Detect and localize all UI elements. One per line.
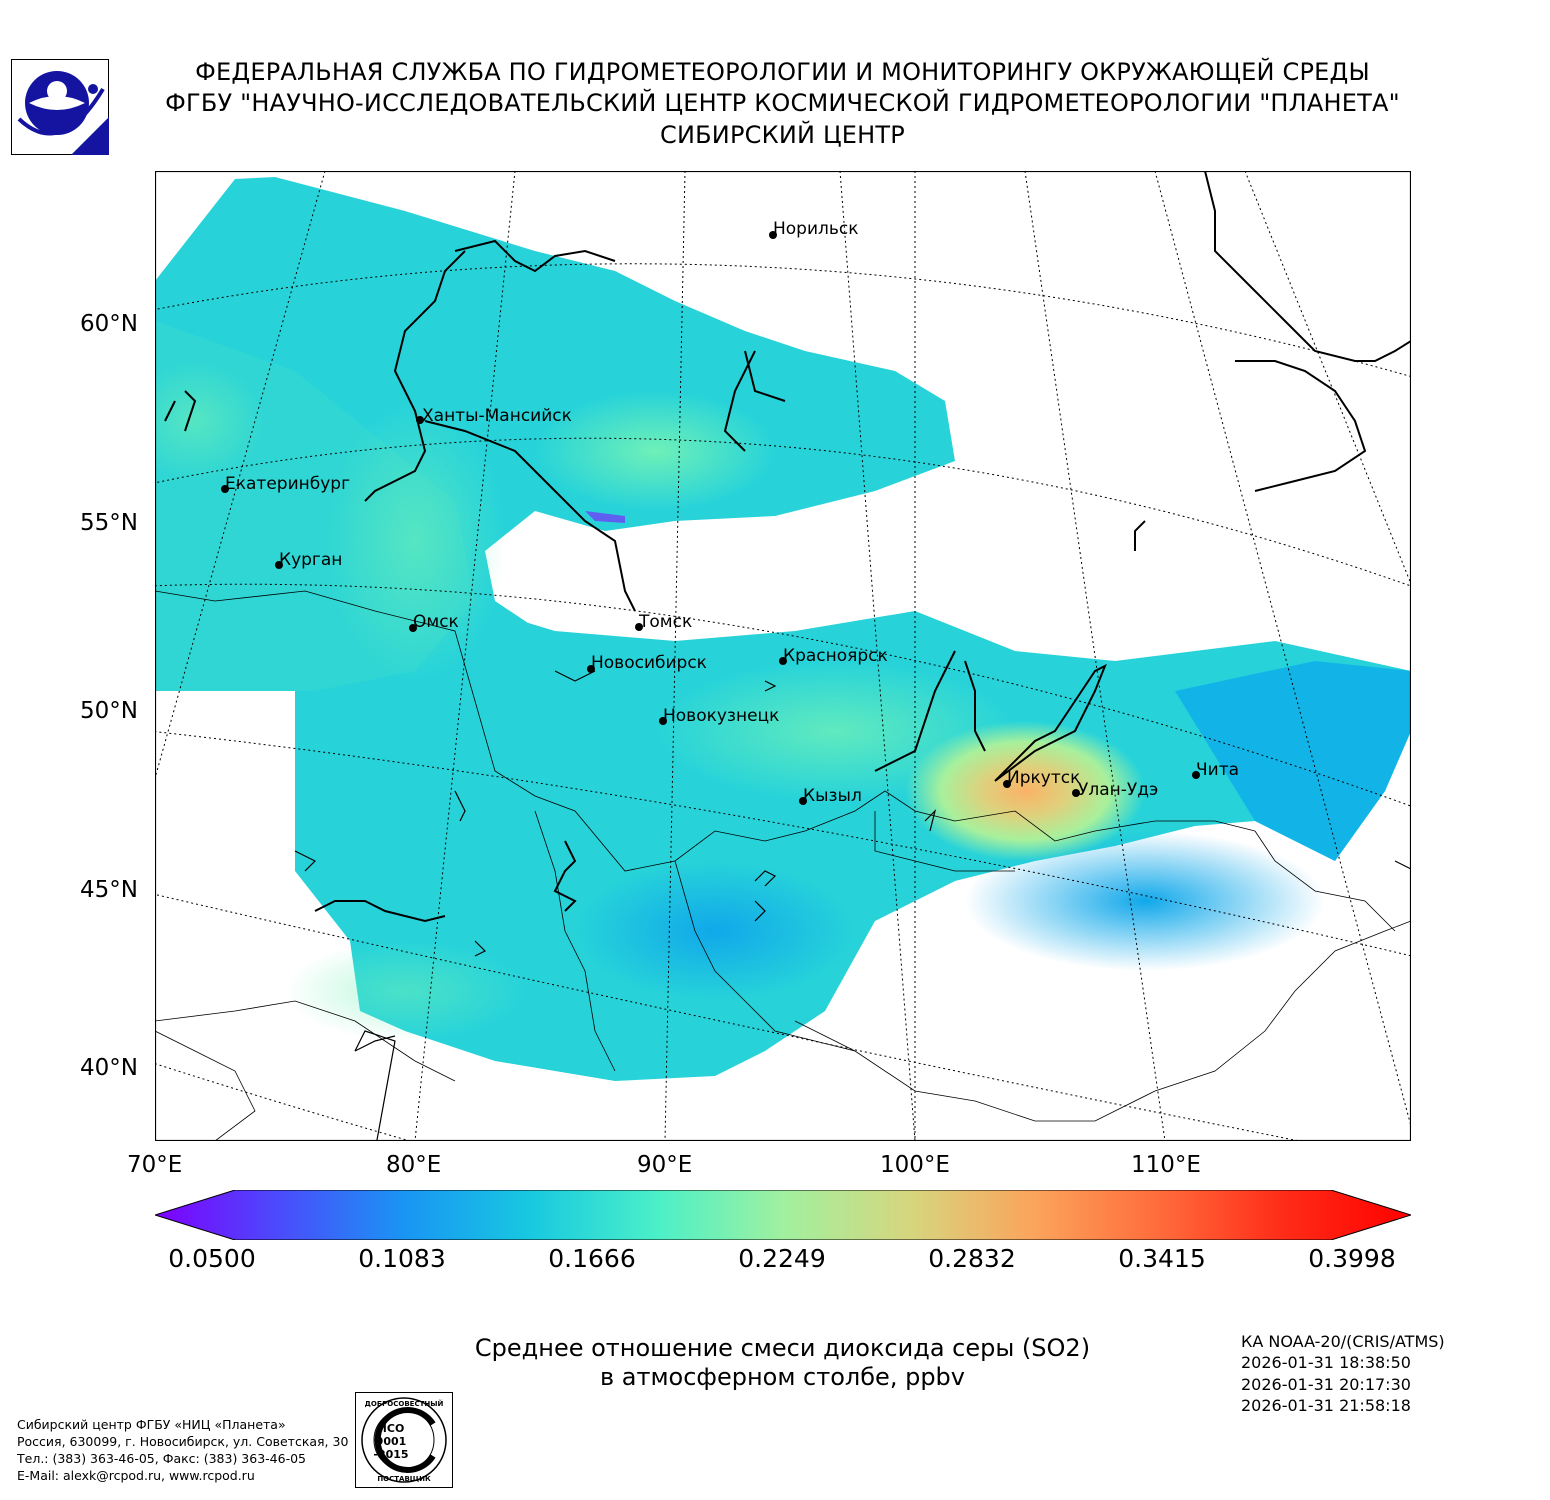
city-label-chita: Чита [1196,760,1239,780]
iso-stamp: ДОБРОСОВЕСТНЫЙ ИСО 9001 -2015 ПОСТАВЩИК [355,1392,453,1488]
colorbar-tick-2: 0.1666 [548,1244,636,1273]
lon-label-80: 80°E [386,1152,442,1178]
colorbar-tick-5: 0.3415 [1118,1244,1206,1273]
city-marker-chita [1192,771,1200,779]
lat-label-55: 55°N [80,510,138,536]
caption-line-1: Среднее отношение смеси диоксида серы (S… [474,1334,1091,1362]
satellite-name: КА NOAA-20/(CRIS/ATMS) [1241,1332,1445,1351]
colorbar-tick-6: 0.3998 [1308,1244,1396,1273]
city-markers [221,231,1200,805]
header-line-2: ФГБУ "НАУЧНО-ИССЛЕДОВАТЕЛЬСКИЙ ЦЕНТР КОС… [165,89,1400,117]
colorbar-tick-4: 0.2832 [928,1244,1016,1273]
satellite-time-1: 2026-01-31 18:38:50 [1241,1353,1411,1372]
city-label-omsk: Омск [413,612,459,632]
address-line-3: Тел.: (383) 363-46-05, Факс: (383) 363-4… [17,1451,307,1466]
caption-line-2: в атмосферном столбе, ppbv [599,1363,965,1391]
city-label-yekaterinburg: Екатеринбург [225,474,350,494]
city-marker-kyzyl [799,797,807,805]
address-line-4: E-Mail: alexk@rcpod.ru, www.rcpod.ru [17,1468,255,1483]
city-marker-irkutsk [1003,780,1011,788]
city-label-ulan-ude: Улан-Удэ [1078,780,1158,800]
rivers-coasts [164,171,1411,923]
colorbar-tick-1: 0.1083 [358,1244,446,1273]
header-line-3: СИБИРСКИЙ ЦЕНТР [660,121,905,149]
city-label-novokuznetsk: Новокузнецк [663,706,779,726]
iso-top-text: ДОБРОСОВЕСТНЫЙ [365,1399,444,1408]
city-label-kyzyl: Кызыл [803,786,862,806]
colorbar-tick-0: 0.0500 [168,1244,256,1273]
address-line-2: Россия, 630099, г. Новосибирск, ул. Сове… [17,1434,349,1449]
satellite-time-3: 2026-01-31 21:58:18 [1241,1396,1411,1415]
so2-field [155,177,1411,1081]
lon-label-110: 110°E [1131,1152,1201,1178]
lat-label-40: 40°N [80,1055,138,1081]
city-marker-yekaterinburg [221,485,229,493]
city-marker-khanty-mansiysk [416,416,424,424]
city-label-krasnoyarsk: Красноярск [783,646,888,666]
roshydromet-logo [11,59,109,155]
city-label-norilsk: Норильск [773,219,859,239]
city-marker-novosibirsk [587,665,595,673]
city-marker-tomsk [635,623,643,631]
iso-middle-2: 9001 [376,1435,407,1448]
iso-middle-3: -2015 [373,1448,408,1461]
address-line-1: Сибирский центр ФГБУ «НИЦ «Планета» [17,1417,286,1432]
city-marker-omsk [409,624,417,632]
city-marker-krasnoyarsk [779,657,787,665]
lat-label-60: 60°N [80,311,138,337]
lakes [294,670,1411,1141]
city-label-kurgan: Курган [279,550,342,570]
lon-label-90: 90°E [637,1152,693,1178]
city-label-irkutsk: Иркутск [1007,768,1080,788]
lat-label-50: 50°N [80,698,138,724]
graticule [155,171,1411,1141]
city-marker-ulan-ude [1072,789,1080,797]
city-labels: Норильск Ханты-Мансийск Екатеринбург Кур… [225,219,1239,806]
header-line-1: ФЕДЕРАЛЬНАЯ СЛУЖБА ПО ГИДРОМЕТЕОРОЛОГИИ … [195,58,1370,86]
city-marker-kurgan [275,561,283,569]
colorbar [155,1190,1411,1240]
lon-label-70: 70°E [127,1152,183,1178]
lon-label-100: 100°E [880,1152,950,1178]
colorbar-tick-3: 0.2249 [738,1244,826,1273]
city-marker-novokuznetsk [659,717,667,725]
iso-bottom-text: ПОСТАВЩИК [377,1475,431,1483]
lat-label-45: 45°N [80,877,138,903]
city-marker-norilsk [769,231,777,239]
iso-middle-1: ИСО [378,1422,405,1435]
borders [155,590,1411,1141]
so2-map: Норильск Ханты-Мансийск Екатеринбург Кур… [155,171,1411,1141]
city-label-tomsk: Томск [638,612,692,632]
map-frame [155,171,1411,1141]
city-label-novosibirsk: Новосибирск [591,653,707,673]
satellite-time-2: 2026-01-31 20:17:30 [1241,1375,1411,1394]
city-label-khanty-mansiysk: Ханты-Мансийск [422,406,572,426]
